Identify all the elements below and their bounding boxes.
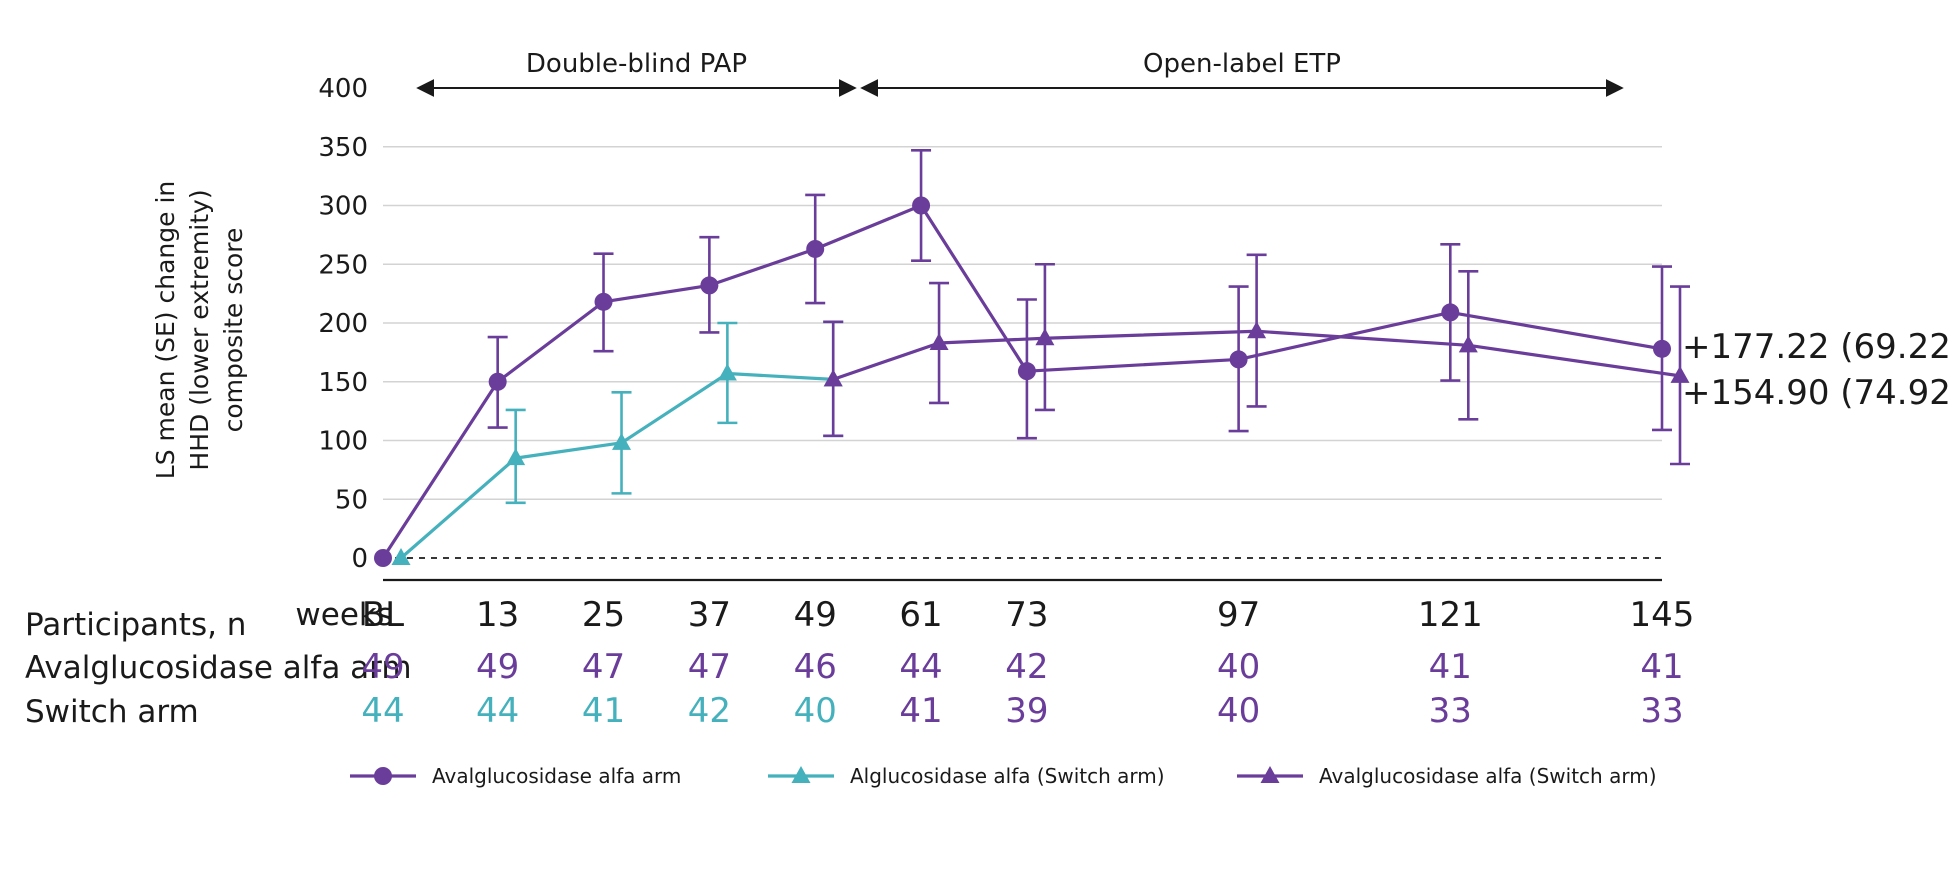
legend-item: Alglucosidase alfa (Switch arm)	[768, 764, 1165, 788]
x-tick-label: 37	[688, 595, 731, 635]
y-tick-label: 350	[318, 133, 368, 163]
series-1	[374, 148, 1672, 567]
series-3	[823, 253, 1690, 466]
data-point	[1017, 362, 1036, 381]
y-tick-label: 150	[318, 368, 368, 398]
series-line	[832, 329, 1681, 381]
participant-count: 40	[794, 691, 837, 731]
x-tick-label: 97	[1217, 595, 1260, 635]
y-tick-label: 50	[335, 485, 368, 515]
x-tick-label: 121	[1418, 595, 1483, 635]
y-axis-ticks: 0 50 100 150 200 250 300 350 400	[318, 74, 368, 574]
data-point	[1458, 335, 1478, 353]
gridlines	[383, 146, 1662, 559]
participant-count: 49	[361, 647, 404, 687]
data-series	[374, 148, 1690, 567]
participant-count: 44	[476, 691, 519, 731]
phase-label: Double-blind PAP	[526, 49, 747, 79]
data-point	[929, 332, 949, 350]
y-tick-label: 300	[318, 192, 368, 222]
participants-title: Participants, n	[25, 607, 246, 643]
participant-count: 33	[1429, 691, 1472, 731]
x-tick-label: 61	[899, 595, 942, 635]
legend-label: Avalglucosidase alfa arm	[432, 764, 681, 788]
data-point	[1670, 365, 1690, 383]
participant-count: 41	[1429, 647, 1472, 687]
legend-label: Alglucosidase alfa (Switch arm)	[850, 764, 1165, 788]
data-point	[594, 292, 613, 311]
x-tick-label: 13	[476, 595, 519, 635]
x-tick-label: 73	[1005, 595, 1048, 635]
legend-label: Avalglucosidase alfa (Switch arm)	[1319, 764, 1657, 788]
participant-count: 40	[1217, 691, 1260, 731]
participant-count: 44	[899, 647, 942, 687]
data-point	[1229, 350, 1248, 369]
participant-count: 40	[1217, 647, 1260, 687]
participant-count: 33	[1640, 691, 1683, 731]
x-tick-label: 49	[794, 595, 837, 635]
data-point	[806, 239, 825, 258]
participant-count: 49	[476, 647, 519, 687]
y-tick-label: 100	[318, 427, 368, 457]
y-tick-label: 0	[351, 544, 368, 574]
y-axis-label-line: composite score	[219, 228, 248, 433]
participant-count: 41	[1640, 647, 1683, 687]
participant-count: 41	[582, 691, 625, 731]
x-tick-label: 145	[1630, 595, 1695, 635]
participant-count: 47	[688, 647, 731, 687]
data-point	[506, 448, 526, 466]
data-point	[700, 276, 719, 295]
participant-count: 44	[361, 691, 404, 731]
data-point	[717, 363, 737, 381]
participant-count: 39	[1005, 691, 1048, 731]
legend-marker	[791, 766, 811, 783]
participant-count: 47	[582, 647, 625, 687]
y-axis-label: LS mean (SE) change in HHD (lower extremi…	[151, 181, 248, 479]
study-phases: Double-blind PAP Open-label ETP	[416, 49, 1624, 97]
data-point	[391, 548, 411, 565]
data-point	[1035, 328, 1055, 346]
legend-marker	[1260, 766, 1280, 783]
participant-count: 46	[794, 647, 837, 687]
y-tick-label: 200	[318, 309, 368, 339]
participants-row-label: Switch arm	[25, 694, 199, 730]
y-tick-label: 400	[318, 74, 368, 104]
legend-item: Avalglucosidase alfa (Switch arm)	[1237, 764, 1657, 788]
data-point	[1441, 303, 1460, 322]
end-annotations: +177.22 (69.22) +154.90 (74.92)	[1682, 327, 1952, 413]
data-point	[1653, 339, 1671, 358]
phase-label: Open-label ETP	[1143, 49, 1341, 79]
data-point	[488, 372, 507, 391]
series-line	[399, 371, 834, 560]
data-point	[612, 432, 632, 450]
annotation-switch-arm: +154.90 (74.92)	[1682, 373, 1952, 413]
participant-count: 42	[1005, 647, 1048, 687]
legend: Avalglucosidase alfa arm Alglucosidase al…	[350, 764, 1657, 788]
legend-marker	[374, 767, 392, 785]
data-point	[374, 549, 392, 567]
y-axis-label-line: LS mean (SE) change in	[151, 181, 180, 479]
data-point	[823, 369, 843, 387]
x-tick-label: BL	[362, 595, 404, 635]
annotation-avalglucosidase-arm: +177.22 (69.22)	[1682, 327, 1952, 367]
legend-item: Avalglucosidase alfa arm	[350, 764, 681, 788]
x-tick-label: 25	[582, 595, 625, 635]
y-tick-label: 250	[318, 250, 368, 280]
data-point	[912, 196, 931, 215]
participant-count: 41	[899, 691, 942, 731]
participants-row-label: Avalglucosidase alfa arm	[25, 650, 412, 686]
data-point	[1247, 321, 1267, 339]
y-axis-label-line: HHD (lower extremity)	[185, 189, 214, 470]
x-axis-label: weeks	[295, 597, 393, 633]
participant-count: 42	[688, 691, 731, 731]
